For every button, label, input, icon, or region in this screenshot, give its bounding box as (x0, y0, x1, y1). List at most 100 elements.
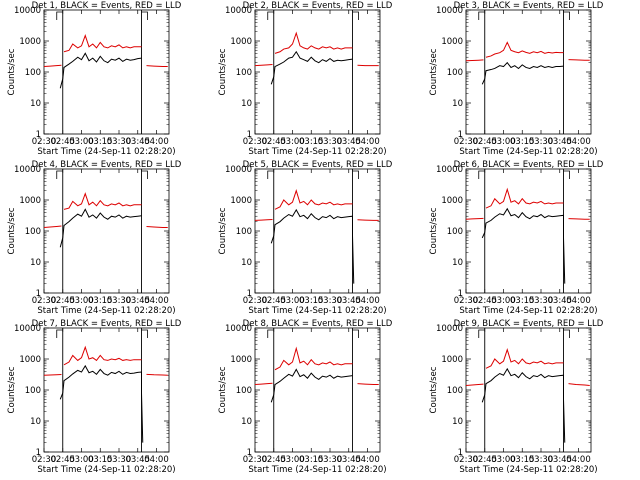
chart-title: Det 1, BLACK = Events, RED = LLD (32, 1, 182, 11)
x-tick-label: 03:00 (491, 137, 516, 147)
x-tick-label: 04:00 (355, 296, 380, 306)
y-tick-label: 10000 (14, 6, 41, 16)
chart-title: Det 8, BLACK = Events, RED = LLD (243, 319, 393, 329)
y-tick-label: 1 (458, 448, 463, 458)
marker-bracket (352, 11, 359, 20)
marker-bracket (56, 11, 63, 20)
y-tick-label: 1000 (19, 196, 41, 206)
x-tick-label: 03:45 (126, 137, 151, 147)
x-tick-label: 02:30 (32, 455, 57, 465)
x-tick-label: 03:15 (510, 296, 535, 306)
y-tick-label: 100 (236, 68, 252, 78)
y-tick-label: 10000 (436, 324, 463, 334)
x-tick-label: 03:30 (107, 296, 132, 306)
y-tick-label: 10 (30, 99, 41, 109)
y-tick-label: 1 (247, 130, 252, 140)
x-tick-label: 03:15 (88, 137, 113, 147)
marker-bracket (56, 329, 63, 338)
x-tick-label: 03:45 (126, 455, 151, 465)
x-tick-label: 04:00 (355, 455, 380, 465)
y-tick-label: 10 (30, 258, 41, 268)
chart-title: Det 5, BLACK = Events, RED = LLD (243, 160, 393, 170)
y-tick-label: 10 (241, 258, 252, 268)
y-tick-label: 1 (36, 289, 41, 299)
series-events-line (270, 50, 353, 85)
y-axis-label: Counts/sec (218, 207, 228, 254)
y-tick-label: 100 (25, 386, 41, 396)
y-tick-label: 1 (458, 130, 463, 140)
y-tick-label: 10 (30, 417, 41, 427)
series-lld-line (146, 373, 168, 376)
y-tick-label: 1000 (19, 37, 41, 47)
y-tick-label: 10 (241, 99, 252, 109)
series-lld-line (43, 374, 62, 376)
x-tick-label: 03:15 (88, 296, 113, 306)
x-tick-label: 02:45 (262, 137, 287, 147)
marker-bracket (352, 170, 359, 179)
marker-bracket (478, 329, 485, 338)
series-lld-line (146, 65, 168, 68)
series-lld-line (357, 219, 379, 221)
chart-title: Det 2, BLACK = Events, RED = LLD (243, 1, 393, 11)
x-tick-label: 02:45 (473, 455, 498, 465)
x-axis-label: Start Time (24-Sep-11 02:28:20) (37, 147, 175, 157)
y-tick-label: 100 (25, 227, 41, 237)
x-tick-label: 03:45 (548, 137, 573, 147)
y-tick-label: 1 (247, 289, 252, 299)
x-tick-label: 03:30 (318, 455, 343, 465)
y-axis-label: Counts/sec (7, 366, 17, 413)
y-axis-label: Counts/sec (429, 366, 439, 413)
series-lld-line (465, 217, 484, 220)
series-lld-line (485, 348, 564, 369)
y-tick-label: 1000 (230, 37, 252, 47)
series-lld-line (357, 383, 379, 386)
x-tick-label: 03:30 (529, 137, 554, 147)
marker-bracket (267, 329, 274, 338)
x-tick-label: 03:15 (299, 137, 324, 147)
x-tick-label: 02:30 (243, 455, 268, 465)
x-tick-label: 03:45 (337, 296, 362, 306)
series-lld-line (63, 34, 142, 53)
x-tick-label: 03:30 (529, 455, 554, 465)
y-tick-label: 1000 (230, 355, 252, 365)
series-lld-line (254, 382, 273, 386)
series-events-line (481, 367, 566, 443)
marker-bracket (563, 329, 570, 338)
x-tick-label: 03:30 (107, 455, 132, 465)
x-tick-label: 04:00 (355, 137, 380, 147)
y-tick-label: 1000 (441, 355, 463, 365)
x-tick-label: 02:30 (243, 137, 268, 147)
y-tick-label: 1000 (19, 355, 41, 365)
x-tick-label: 03:00 (280, 296, 305, 306)
series-events-line (59, 364, 144, 443)
series-lld-line (43, 225, 62, 228)
x-tick-label: 03:00 (69, 455, 94, 465)
series-lld-line (63, 345, 142, 366)
x-tick-label: 03:00 (280, 455, 305, 465)
x-tick-label: 03:45 (337, 137, 362, 147)
x-tick-label: 03:30 (318, 137, 343, 147)
y-axis-label: Counts/sec (429, 48, 439, 95)
y-tick-label: 1 (247, 448, 252, 458)
y-axis-label: Counts/sec (218, 366, 228, 413)
y-tick-label: 1 (36, 130, 41, 140)
x-tick-label: 03:15 (510, 455, 535, 465)
marker-bracket (563, 11, 570, 20)
series-lld-line (568, 59, 590, 61)
series-events-line (481, 207, 566, 284)
marker-bracket (478, 170, 485, 179)
x-tick-label: 03:45 (548, 455, 573, 465)
x-axis-label: Start Time (24-Sep-11 02:28:20) (248, 147, 386, 157)
marker-bracket (478, 11, 485, 20)
series-lld-line (63, 192, 142, 210)
y-tick-label: 100 (236, 386, 252, 396)
x-tick-label: 03:00 (491, 296, 516, 306)
y-tick-label: 10 (241, 417, 252, 427)
marker-bracket (563, 170, 570, 179)
x-axis-label: Start Time (24-Sep-11 02:28:20) (248, 306, 386, 316)
